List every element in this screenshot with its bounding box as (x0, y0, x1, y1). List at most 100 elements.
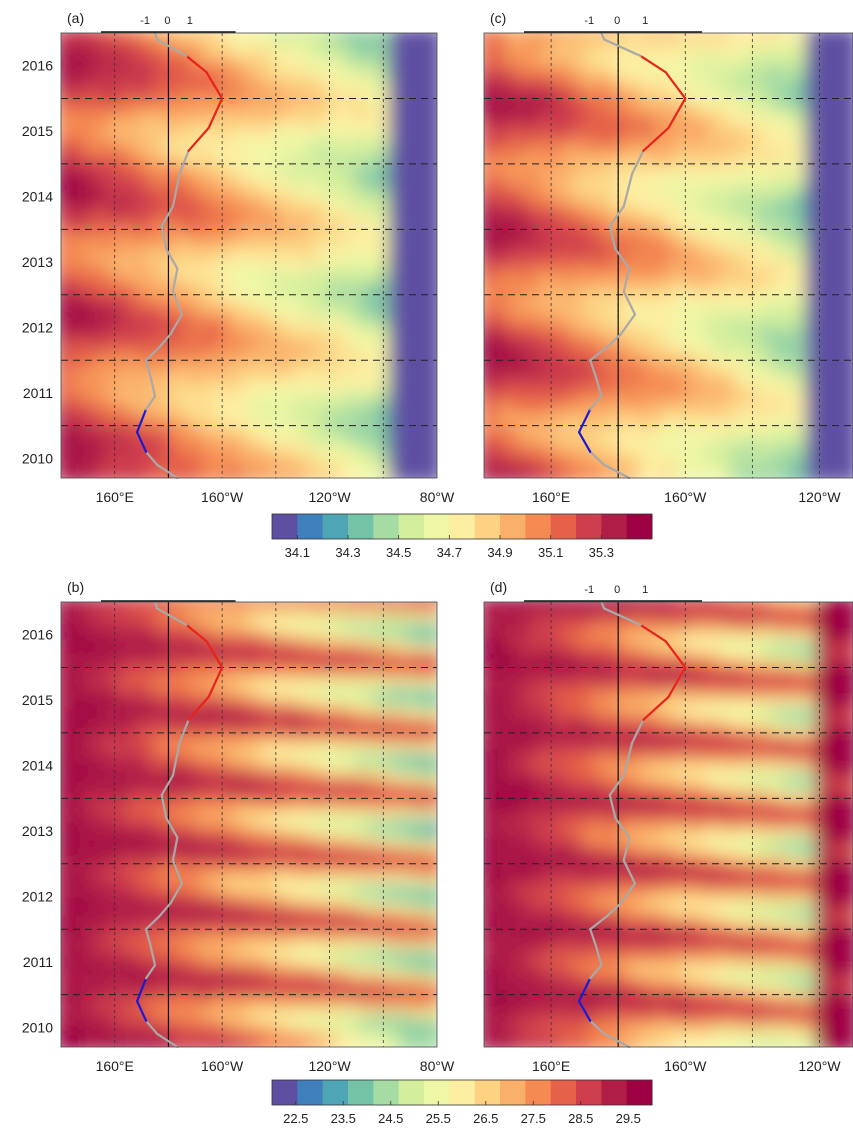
index-curve-segment (603, 463, 631, 480)
index-curve-segment (608, 793, 617, 820)
index-curve-segment (205, 71, 224, 100)
index-curve-segment (667, 97, 687, 129)
index-curve-segment (171, 267, 179, 293)
colorbar-swatch (500, 1080, 526, 1105)
index-tick-label: 0 (614, 584, 620, 596)
panel-frame (483, 32, 853, 479)
y-tick-label: 2011 (23, 954, 53, 970)
colorbar-label: 34.5 (386, 545, 411, 560)
y-tick-label: 2016 (22, 627, 53, 643)
index-curve-segment (144, 359, 152, 378)
index-tick-label: 1 (187, 15, 193, 27)
colorbar-swatch (474, 514, 501, 539)
index-curve-segment (614, 247, 631, 270)
index-curve-segment (608, 224, 617, 251)
colorbar-label: 27.5 (521, 1111, 546, 1126)
colorbar-label: 26.5 (473, 1111, 498, 1126)
panel-b: (b) 160°E 160°W 120°W 80°W 2010 2011 2012 2013 20… (22, 579, 455, 1074)
index-curve-segment (160, 793, 168, 820)
x-tick-label: 120°W (798, 1058, 841, 1074)
colorbar-swatch (626, 514, 653, 539)
index-curve-segment (603, 38, 642, 58)
index-curve-segment (153, 600, 159, 610)
y-tick-label: 2010 (22, 450, 53, 466)
index-curve-segment (642, 695, 670, 721)
index-curve-segment (577, 431, 592, 453)
index-curve-segment (187, 695, 210, 721)
colorbar-temperature: 22.5 23.5 24.5 25.5 26.5 27.5 28.5 29.5 (271, 1079, 653, 1126)
colorbar-label: 35.1 (538, 545, 563, 560)
index-curve-segment (169, 882, 183, 905)
heatmap-field (61, 33, 437, 478)
index-curve-segment (577, 1000, 592, 1022)
index-curve-segment (156, 463, 179, 480)
index-curve-segment (205, 640, 224, 669)
y-tick-label: 2015 (22, 123, 53, 139)
colorbar-swatch (525, 514, 552, 539)
index-tick-label: 0 (164, 15, 170, 27)
index-curve-segment (156, 607, 188, 627)
panel-frame (483, 601, 853, 1048)
colorbar-swatch (373, 1080, 400, 1105)
index-curve-segment (622, 290, 637, 316)
index-curve-segment (639, 54, 667, 74)
index-curve-segment (589, 928, 597, 947)
index-curve-segment (667, 666, 687, 698)
index-curve-segment (171, 859, 183, 885)
colorbar-swatch (500, 514, 526, 539)
colorbar-salinity: 34.1 34.3 34.5 34.7 34.9 35.1 35.3 (271, 513, 653, 560)
index-curve-segment (619, 313, 637, 336)
index-curve-segment (187, 126, 210, 152)
index-curve-segment (156, 38, 188, 58)
colorbar-swatch (449, 514, 476, 539)
y-tick-label: 2014 (22, 758, 53, 774)
index-curve-segment (577, 408, 592, 434)
colorbar-label: 24.5 (378, 1111, 403, 1126)
y-tick-label: 2015 (22, 692, 53, 708)
index-curve-segment (144, 346, 161, 362)
index-curve-segment (622, 741, 634, 777)
index-curve-segment (160, 774, 175, 797)
colorbar-swatch (322, 1080, 349, 1105)
colorbar-swatch (348, 1080, 374, 1105)
colorbar-frame (271, 513, 653, 540)
index-curve-segment (135, 408, 148, 434)
x-tick-label: 160°E (532, 1058, 570, 1074)
index-curve-segment (171, 290, 183, 316)
colorbar-label: 23.5 (331, 1111, 356, 1126)
colorbar-swatch (297, 1080, 324, 1105)
x-tick-label: 80°W (420, 1058, 455, 1074)
index-tick-label: 0 (614, 15, 620, 27)
index-curve-segment (631, 149, 645, 175)
index-curve-segment (171, 836, 179, 862)
index-curve-segment (603, 1032, 631, 1049)
panel-label: (c) (490, 10, 506, 26)
index-curve-segment (135, 977, 148, 1003)
colorbar-swatch (297, 514, 324, 539)
colorbar-label: 34.1 (285, 545, 310, 560)
colorbar-swatch (424, 1080, 450, 1105)
colorbar-swatch (626, 1080, 653, 1105)
colorbar-swatch (424, 514, 450, 539)
x-tick-label: 160°W (664, 1058, 707, 1074)
index-curve-segment (185, 623, 208, 643)
index-curve-segment (144, 915, 161, 931)
heatmap-field (484, 33, 853, 478)
index-curve-segment (664, 71, 687, 100)
index-curve-segment (619, 882, 637, 905)
index-curve-segment (178, 718, 190, 744)
colorbar-swatch (449, 1080, 476, 1105)
panel-label: (d) (490, 579, 507, 595)
index-curve-segment (605, 901, 623, 918)
panel-frame (60, 601, 438, 1048)
heatmap-field (61, 602, 437, 1047)
colorbar-swatch (398, 514, 425, 539)
y-tick-label: 2013 (22, 823, 53, 839)
colorbar-label: 34.7 (437, 545, 462, 560)
x-tick-label: 160°E (96, 489, 134, 505)
x-tick-label: 160°E (532, 489, 570, 505)
index-curve-segment (135, 1000, 148, 1022)
x-tick-label: 160°E (96, 1058, 134, 1074)
colorbar-label: 28.5 (568, 1111, 593, 1126)
